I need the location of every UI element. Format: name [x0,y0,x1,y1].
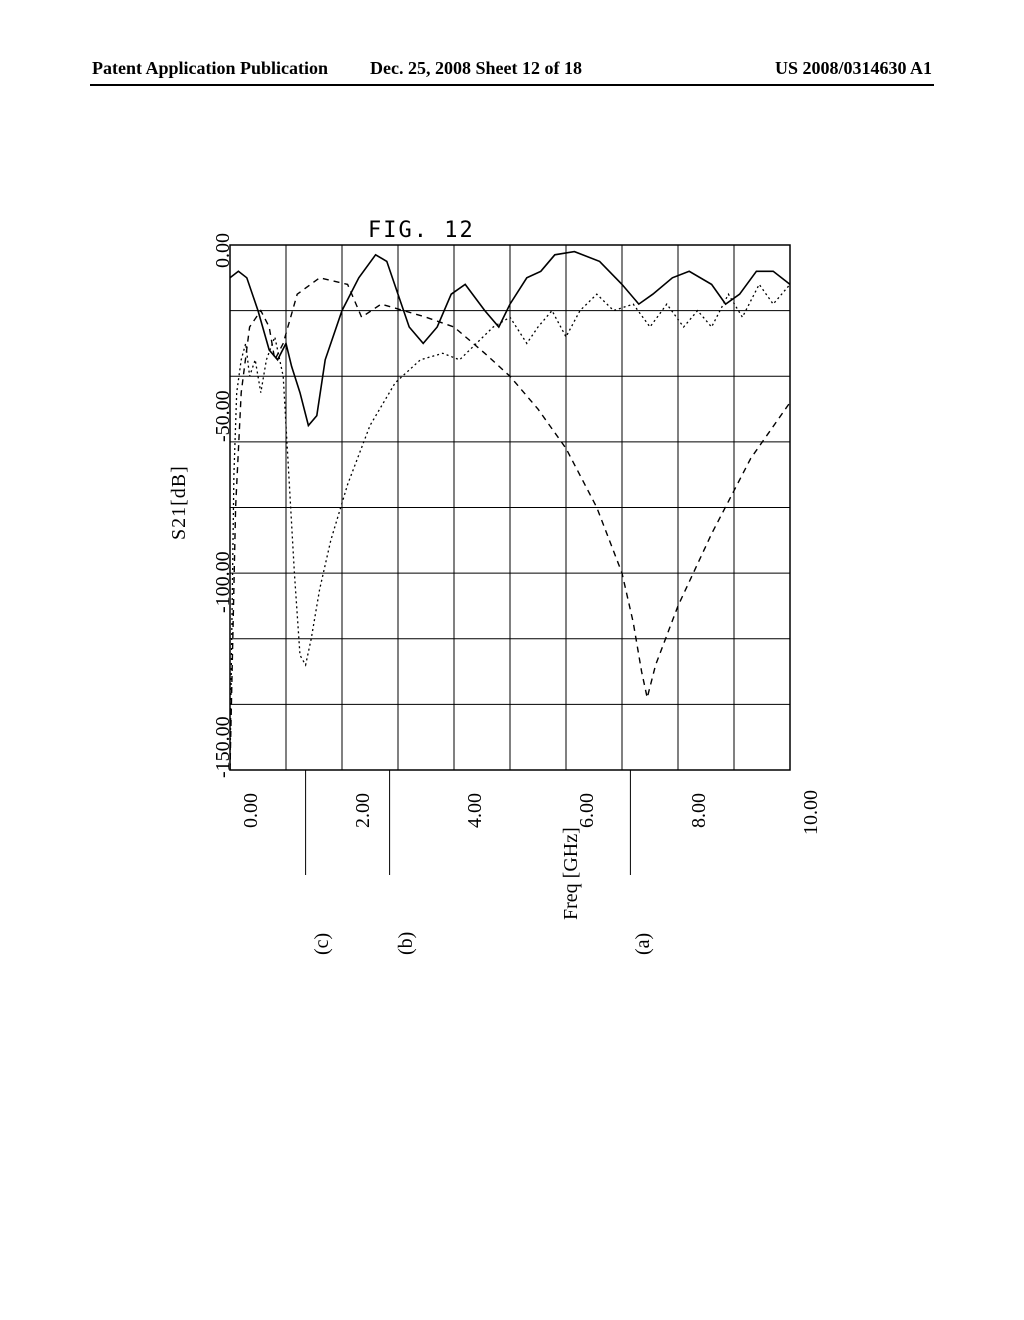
chart-svg [230,245,790,770]
header-rule [90,84,934,86]
xtick-8: 8.00 [688,793,711,828]
series-label-a: (a) [632,933,655,955]
figure-title: FIG. 12 [368,218,475,243]
chart-plot-area [230,245,790,770]
xtick-2: 2.00 [352,793,375,828]
series-label-b: (b) [395,932,418,955]
xtick-6: 6.00 [576,793,599,828]
xtick-4: 4.00 [464,793,487,828]
xtick-10: 10.00 [800,790,823,835]
page: Patent Application Publication Dec. 25, … [0,0,1024,1320]
header-left: Patent Application Publication [92,58,328,79]
header-middle: Dec. 25, 2008 Sheet 12 of 18 [370,58,582,79]
header-right: US 2008/0314630 A1 [775,58,932,79]
series-label-c: (c) [311,933,334,955]
y-axis-label: S21[dB] [168,465,191,540]
xtick-0: 0.00 [240,793,263,828]
x-axis-label: Freq [GHz] [560,827,583,920]
